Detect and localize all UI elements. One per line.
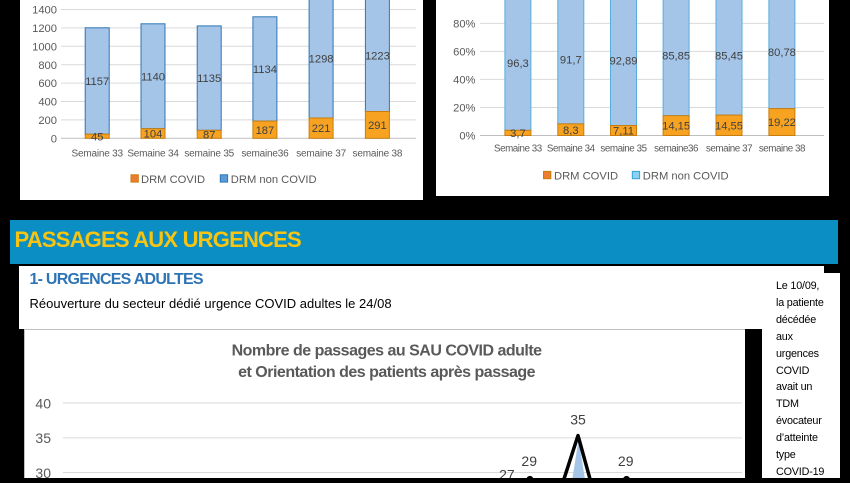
svg-text:Semaine 34: Semaine 34 xyxy=(547,144,596,155)
svg-text:35: 35 xyxy=(570,412,586,428)
svg-text:semaine 37: semaine 37 xyxy=(296,148,346,159)
svg-text:1298: 1298 xyxy=(309,53,334,65)
svg-text:20%: 20% xyxy=(453,103,475,115)
svg-text:27: 27 xyxy=(499,467,515,478)
svg-text:DRM COVID: DRM COVID xyxy=(554,170,618,182)
svg-text:DRM non COVID: DRM non COVID xyxy=(231,174,317,186)
svg-text:104: 104 xyxy=(144,129,163,141)
svg-text:7,11: 7,11 xyxy=(613,126,634,138)
svg-text:91,7: 91,7 xyxy=(560,55,582,67)
svg-text:800: 800 xyxy=(38,60,57,72)
svg-text:29: 29 xyxy=(521,453,537,469)
svg-text:92,89: 92,89 xyxy=(610,56,638,68)
svg-text:DRM non COVID: DRM non COVID xyxy=(643,170,729,182)
svg-text:96,3: 96,3 xyxy=(507,58,529,70)
svg-text:0%: 0% xyxy=(459,131,475,143)
svg-text:85,45: 85,45 xyxy=(715,50,743,62)
svg-text:semaine 38: semaine 38 xyxy=(353,148,403,159)
svg-text:40%: 40% xyxy=(453,75,475,87)
svg-text:60%: 60% xyxy=(453,47,475,59)
svg-text:1135: 1135 xyxy=(197,73,221,85)
svg-text:40: 40 xyxy=(35,395,51,411)
svg-text:35: 35 xyxy=(35,430,51,446)
svg-text:8,3: 8,3 xyxy=(563,125,579,137)
svg-text:1200: 1200 xyxy=(32,23,57,35)
svg-text:DRM COVID: DRM COVID xyxy=(141,174,205,186)
svg-text:200: 200 xyxy=(38,115,57,127)
svg-text:Semaine 34: Semaine 34 xyxy=(127,148,179,159)
svg-text:45: 45 xyxy=(91,131,103,143)
svg-text:semaine 35: semaine 35 xyxy=(600,144,647,155)
svg-text:1400: 1400 xyxy=(32,5,57,17)
svg-text:400: 400 xyxy=(38,97,57,109)
svg-text:1157: 1157 xyxy=(85,76,109,88)
svg-text:85,85: 85,85 xyxy=(662,51,690,63)
svg-text:1223: 1223 xyxy=(365,50,390,62)
svg-text:29: 29 xyxy=(618,453,634,469)
svg-text:30: 30 xyxy=(35,465,51,478)
svg-text:14,15: 14,15 xyxy=(662,121,690,133)
svg-text:semaine 35: semaine 35 xyxy=(184,148,234,159)
svg-text:221: 221 xyxy=(312,123,331,135)
svg-text:et Orientation des patients ap: et Orientation des patients après passag… xyxy=(238,364,536,381)
svg-text:80,78: 80,78 xyxy=(768,47,796,59)
svg-text:1000: 1000 xyxy=(32,41,57,53)
svg-text:semaine 38: semaine 38 xyxy=(759,144,806,155)
svg-text:600: 600 xyxy=(38,78,57,90)
svg-text:1134: 1134 xyxy=(253,64,277,76)
svg-text:Nombre de passages au SAU COVI: Nombre de passages au SAU COVID adulte xyxy=(232,343,543,360)
svg-text:Semaine 33: Semaine 33 xyxy=(72,148,124,159)
svg-text:19,22: 19,22 xyxy=(768,117,796,129)
svg-text:14,55: 14,55 xyxy=(715,120,743,132)
svg-text:1140: 1140 xyxy=(141,71,165,83)
svg-text:80%: 80% xyxy=(453,19,475,31)
svg-text:semaine36: semaine36 xyxy=(654,144,699,155)
svg-text:291: 291 xyxy=(368,120,387,132)
svg-text:3,7: 3,7 xyxy=(510,128,526,140)
svg-text:87: 87 xyxy=(203,129,215,141)
svg-text:semaine 37: semaine 37 xyxy=(706,144,752,155)
svg-text:0: 0 xyxy=(51,133,57,145)
svg-text:Semaine 33: Semaine 33 xyxy=(494,144,543,155)
svg-text:187: 187 xyxy=(256,125,275,137)
svg-text:semaine36: semaine36 xyxy=(241,148,289,159)
